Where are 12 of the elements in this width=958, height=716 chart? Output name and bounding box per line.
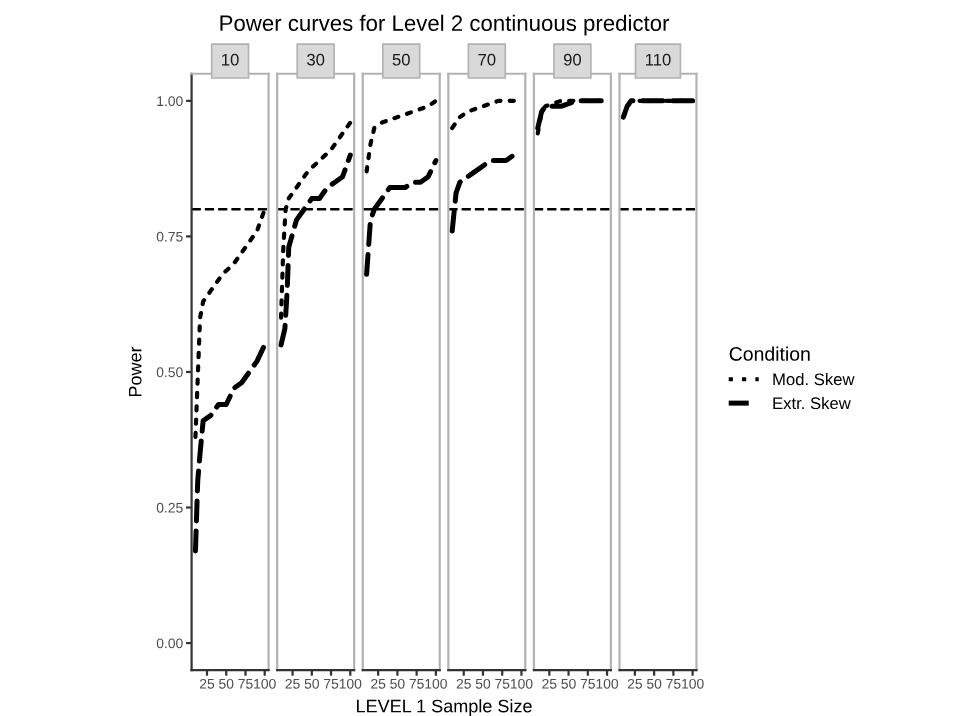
chart-title: 50 [392, 53, 410, 66]
chart-title: 110 [645, 53, 671, 66]
text: Power curves for Level 2 continuous predictor [220, 14, 670, 36]
legend-label: Mod. Skew [773, 373, 855, 386]
legend-title: Condition [729, 346, 810, 361]
y-axis-title: Power [128, 346, 142, 397]
legend-label: Extr. Skew [773, 396, 851, 410]
x-axis-title: LEVEL 1 Sample Size [357, 699, 532, 716]
chart-title: 70 [478, 53, 496, 66]
chart-title: 10 [222, 53, 239, 66]
chart-title: 90 [563, 53, 582, 66]
chart-title: 30 [307, 53, 325, 66]
